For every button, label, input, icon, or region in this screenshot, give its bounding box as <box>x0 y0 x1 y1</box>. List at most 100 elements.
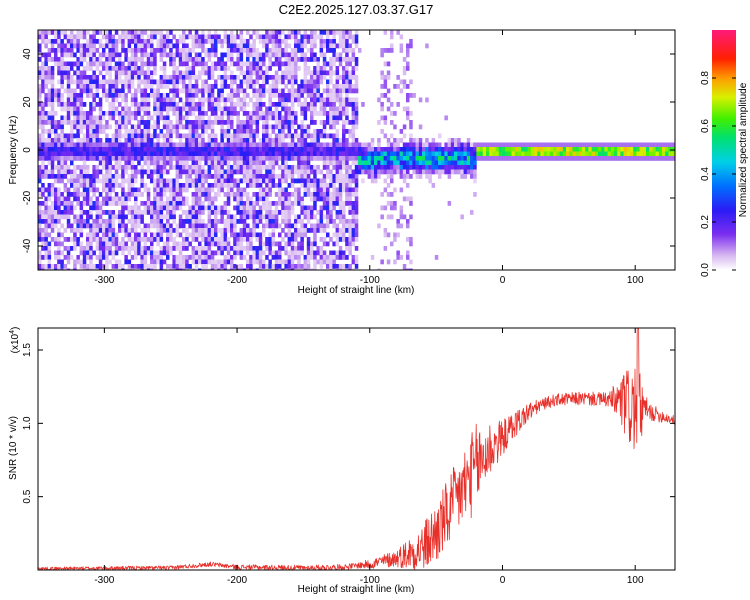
spectrogram-cell <box>297 178 301 184</box>
spectrogram-cell <box>162 259 167 265</box>
spectrogram-cell <box>546 156 551 161</box>
spectrogram-cell <box>284 102 288 107</box>
spectrogram-cell <box>66 210 71 215</box>
spectrogram-cell <box>169 264 173 269</box>
spectrogram-cell <box>162 102 167 107</box>
spectrogram-cell <box>191 93 196 98</box>
spectrogram-cell <box>249 174 253 179</box>
spectrogram-cell <box>300 156 304 161</box>
spectrogram-cell <box>70 39 74 44</box>
spectrogram-cell <box>82 48 87 53</box>
spectrogram-cell <box>89 66 93 71</box>
spectrogram-cell <box>191 138 196 143</box>
spectrogram-cell <box>124 147 128 152</box>
spectrogram-cell <box>140 43 144 49</box>
spectrogram-cell <box>262 79 266 85</box>
spectrogram-cell <box>153 250 157 256</box>
spectrogram-cell <box>406 93 410 98</box>
spectrogram-cell <box>246 48 250 53</box>
spectrogram-cell <box>239 129 244 134</box>
spectrogram-cell <box>386 88 391 94</box>
spectrogram-cell <box>460 169 464 175</box>
spectrogram-cell <box>130 151 135 157</box>
spectrogram-cell <box>258 232 263 238</box>
spectrogram-cell <box>111 111 116 116</box>
spectrogram-cell <box>105 187 109 193</box>
spectrogram-cell <box>63 66 68 71</box>
spectrogram-cell <box>140 34 144 40</box>
spectrogram-cell <box>345 174 349 179</box>
spectrogram-cell <box>230 52 234 58</box>
spectrogram-cell <box>242 210 247 215</box>
spectrogram-cell <box>60 39 64 44</box>
spectrogram-cell <box>239 147 244 152</box>
spectrogram-cell <box>89 138 93 143</box>
spectrogram-cell <box>265 133 269 139</box>
spectrogram-cell <box>44 228 48 233</box>
spectrogram-cell <box>60 165 64 170</box>
spectrogram-cell <box>630 147 634 152</box>
spectrogram-cell <box>50 151 55 157</box>
spectrogram-cell <box>578 156 583 161</box>
spectrogram-cell <box>63 102 68 107</box>
spectrogram-cell <box>553 156 557 161</box>
spectrogram-cell <box>159 205 164 211</box>
spectrogram-cell <box>169 156 173 161</box>
spectrogram-cell <box>178 138 183 143</box>
spectrogram-cell <box>335 138 340 143</box>
y-tick-label: 20 <box>22 96 33 108</box>
spectrogram-cell <box>134 250 138 256</box>
spectrogram-cell <box>300 210 304 215</box>
spectrogram-cell <box>319 214 324 220</box>
spectrogram-cell <box>217 156 221 161</box>
spectrogram-cell <box>415 142 420 148</box>
spectrogram-cell <box>278 79 282 85</box>
spectrogram-cell <box>281 174 285 179</box>
spectrogram-cell <box>150 219 154 224</box>
spectrogram-cell <box>130 75 135 80</box>
spectrogram-cell <box>60 142 64 148</box>
spectrogram-cell <box>274 102 279 107</box>
spectrogram-cell <box>236 183 240 188</box>
spectrogram-cell <box>249 201 253 206</box>
spectrogram-cell <box>76 187 80 193</box>
spectrogram-cell <box>76 97 80 103</box>
spectrogram-cell <box>38 124 42 130</box>
spectrogram-cell <box>220 61 224 67</box>
spectrogram-cell <box>249 115 253 121</box>
spectrogram-cell <box>191 237 196 242</box>
spectrogram-cell <box>60 115 64 121</box>
spectrogram-cell <box>220 165 224 170</box>
spectrogram-cell <box>249 129 253 134</box>
spectrogram-cell <box>73 79 77 85</box>
spectrogram-cell <box>460 214 464 220</box>
spectrogram-cell <box>559 156 564 161</box>
spectrogram-cell <box>402 178 407 184</box>
spectrogram-cell <box>175 39 180 44</box>
spectrogram-cell <box>668 147 672 152</box>
spectrogram-cell <box>630 156 634 161</box>
spectrogram-cell <box>297 102 301 107</box>
spectrogram-cell <box>399 187 404 193</box>
spectrogram-cell <box>214 147 218 152</box>
spectrogram-cell <box>614 156 618 161</box>
spectrogram-cell <box>290 84 295 89</box>
spectrogram-cell <box>124 52 128 58</box>
spectrogram-cell <box>524 142 528 148</box>
spectrogram-cell <box>294 223 298 229</box>
spectrogram-cell <box>172 196 176 202</box>
spectrogram-cell <box>102 88 106 94</box>
spectrogram-cell <box>338 174 343 179</box>
spectrogram-cell <box>204 48 208 53</box>
spectrogram-cell <box>255 237 260 242</box>
spectrogram-cell <box>473 165 477 170</box>
spectrogram-cell <box>223 210 228 215</box>
spectrogram-cell <box>220 106 224 112</box>
spectrogram-cell <box>354 259 359 265</box>
spectrogram-cell <box>252 205 256 211</box>
spectrogram-cell <box>306 165 311 170</box>
spectrogram-cell <box>351 241 356 247</box>
spectrogram-cell <box>306 210 311 215</box>
spectrogram-cell <box>322 255 327 260</box>
spectrogram-cell <box>153 237 157 242</box>
